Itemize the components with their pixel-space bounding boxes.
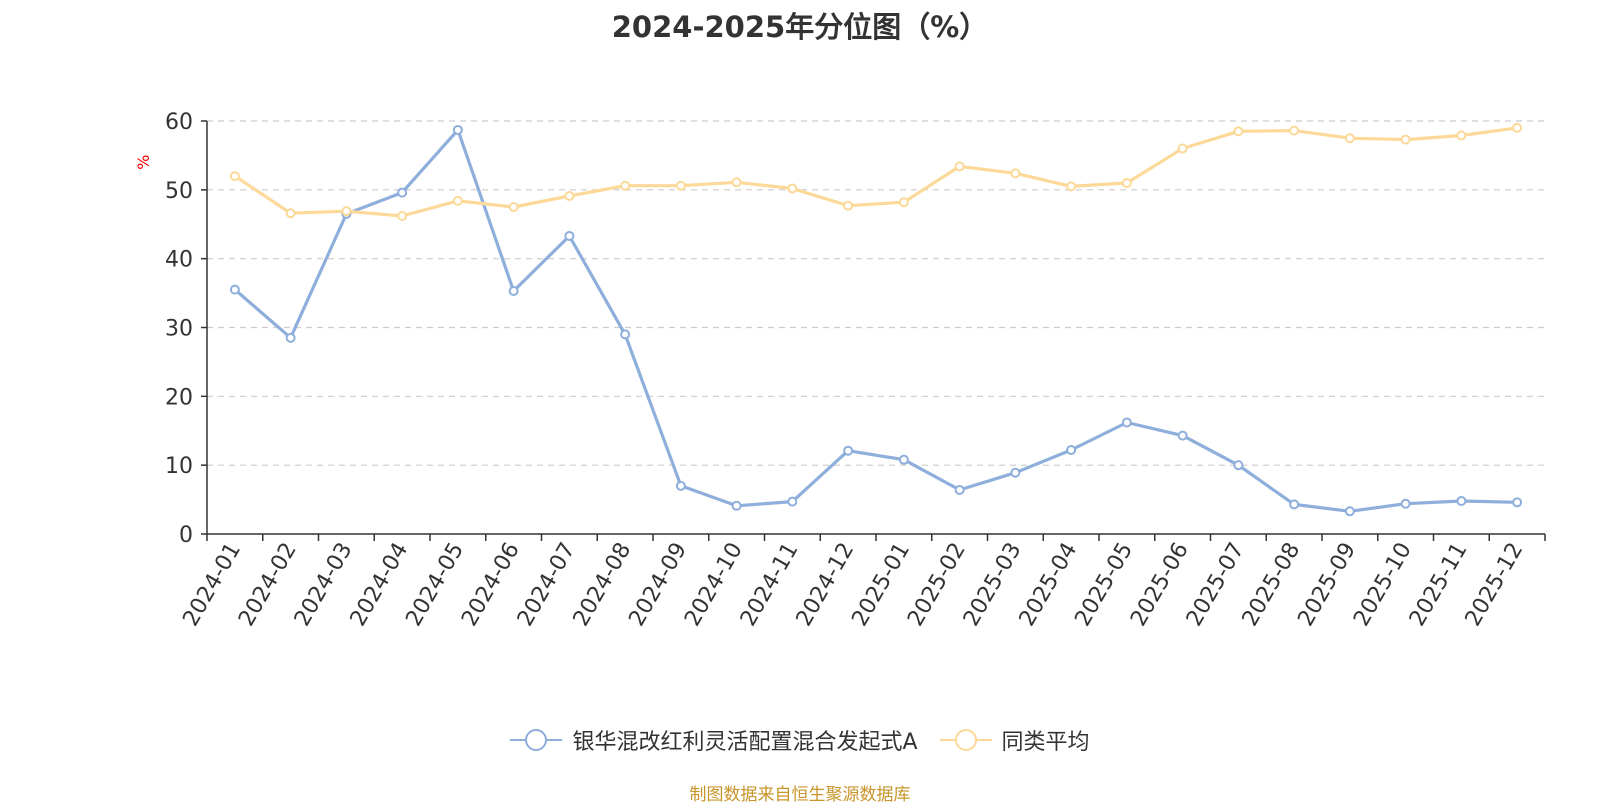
y-tick-label: 60 [165,110,193,135]
data-point-1-10 [787,183,798,194]
data-point-1-1 [285,208,296,219]
data-point-1-2 [341,206,352,217]
data-point-1-4 [452,195,463,206]
data-point-1-3 [397,210,408,221]
data-point-1-6 [564,191,575,202]
data-point-1-15 [1066,181,1077,192]
chart-title: 2024-2025年分位图（%） [611,10,989,44]
data-point-1-17 [1177,143,1188,154]
legend-label-average: 同类平均 [1001,730,1090,755]
data-point-0-10 [787,496,798,507]
data-point-1-11 [843,200,854,211]
data-point-1-18 [1233,126,1244,137]
y-tick-label: 0 [179,523,193,548]
data-point-0-5 [508,286,519,297]
data-point-1-21 [1400,134,1411,145]
data-point-0-4 [452,124,463,135]
data-point-1-0 [229,171,240,182]
series-line-0 [233,128,1519,513]
data-point-1-12 [898,197,909,208]
data-point-0-20 [1344,506,1355,517]
data-point-0-15 [1066,445,1077,456]
data-point-1-13 [954,161,965,172]
data-point-0-11 [843,445,854,456]
data-point-0-18 [1233,460,1244,471]
data-point-1-5 [508,202,519,213]
y-axis-label: % [134,155,153,170]
data-point-0-9 [731,500,742,511]
data-point-0-6 [564,230,575,241]
y-tick-label: 40 [165,248,193,273]
legend-item-average[interactable]: 同类平均 [939,724,1090,756]
data-point-0-12 [898,454,909,465]
y-tick-label: 20 [165,385,193,410]
data-point-1-22 [1456,130,1467,141]
legend-swatch-average [939,729,992,751]
y-tick-label: 30 [165,317,193,342]
legend: 银华混改红利灵活配置混合发起式A 同类平均 [0,724,1600,756]
data-point-1-9 [731,177,742,188]
legend-item-fund[interactable]: 银华混改红利灵活配置混合发起式A [510,724,918,756]
series-line-1 [233,126,1519,218]
y-tick-label: 10 [165,454,193,479]
data-point-1-7 [620,180,631,191]
data-point-0-21 [1400,498,1411,509]
data-point-0-7 [620,329,631,340]
data-point-1-20 [1344,133,1355,144]
data-point-0-3 [397,187,408,198]
data-point-0-13 [954,484,965,495]
y-tick-label: 50 [165,179,193,204]
data-point-1-16 [1121,177,1132,188]
legend-label-fund: 银华混改红利灵活配置混合发起式A [572,730,918,755]
data-point-1-19 [1289,125,1300,136]
data-point-0-19 [1289,499,1300,510]
data-point-1-14 [1010,168,1021,179]
source-note: 制图数据来自恒生聚源数据库 [689,785,911,805]
data-point-0-1 [285,332,296,343]
data-point-0-16 [1121,417,1132,428]
data-point-0-23 [1512,497,1523,508]
data-point-1-23 [1512,122,1523,133]
data-point-0-8 [675,480,686,491]
legend-swatch-fund [510,729,563,751]
data-point-0-17 [1177,430,1188,441]
data-point-0-22 [1456,495,1467,506]
data-point-0-0 [229,284,240,295]
data-point-1-8 [675,180,686,191]
data-point-0-14 [1010,467,1021,478]
